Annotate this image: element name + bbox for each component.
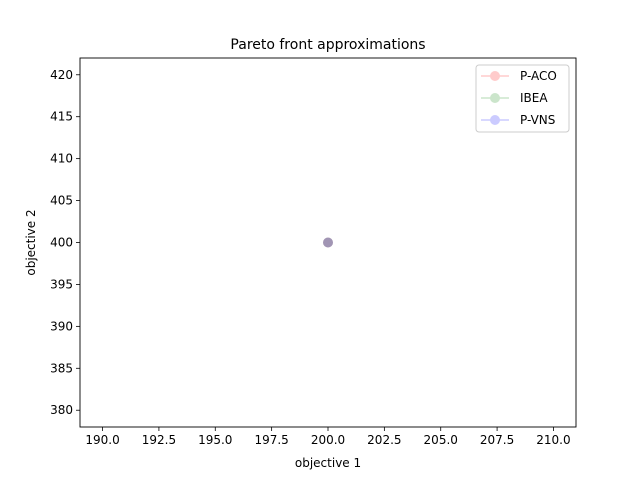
legend-entry-p-vns [481,115,509,125]
legend-label: P-ACO [520,69,557,83]
y-axis: 380 385 390 395 400 405 410 415 420 [50,68,80,417]
y-tick-label: 400 [50,236,73,250]
x-tick-label: 207.5 [480,433,514,447]
plot-area [323,237,333,248]
legend-entry-p-aco [481,71,509,81]
legend-label: IBEA [520,91,548,105]
legend: P-ACO IBEA P-VNS [475,64,570,133]
x-tick-label: 202.5 [367,433,401,447]
x-tick-label: 210.0 [536,433,570,447]
chart-title: Pareto front approximations [230,37,425,53]
legend-label: P-VNS [520,113,555,127]
y-tick-label: 420 [50,68,73,82]
y-tick-label: 415 [50,110,73,124]
legend-entry-ibea [481,93,509,103]
x-tick-label: 192.5 [142,433,176,447]
data-point-p-aco [323,237,333,248]
x-tick-label: 195.0 [198,433,232,447]
x-axis: 190.0 192.5 195.0 197.5 200.0 202.5 205.0 207.5… [85,427,571,447]
data-point-ibea [323,237,333,248]
legend-marker [490,115,500,125]
y-tick-label: 410 [50,152,73,166]
y-tick-label: 390 [50,319,73,333]
y-tick-label: 380 [50,403,73,417]
data-point-p-vns [323,237,333,248]
legend-frame [475,64,570,133]
y-tick-label: 405 [50,194,73,208]
x-axis-label: objective 1 [295,456,361,470]
legend-marker [490,93,500,103]
x-tick-label: 205.0 [424,433,458,447]
x-tick-label: 197.5 [254,433,288,447]
x-tick-label: 200.0 [311,433,345,447]
y-tick-label: 395 [50,277,73,291]
y-axis-label: objective 2 [24,209,38,275]
x-tick-label: 190.0 [85,433,119,447]
legend-marker [490,71,500,81]
y-tick-label: 385 [50,361,73,375]
